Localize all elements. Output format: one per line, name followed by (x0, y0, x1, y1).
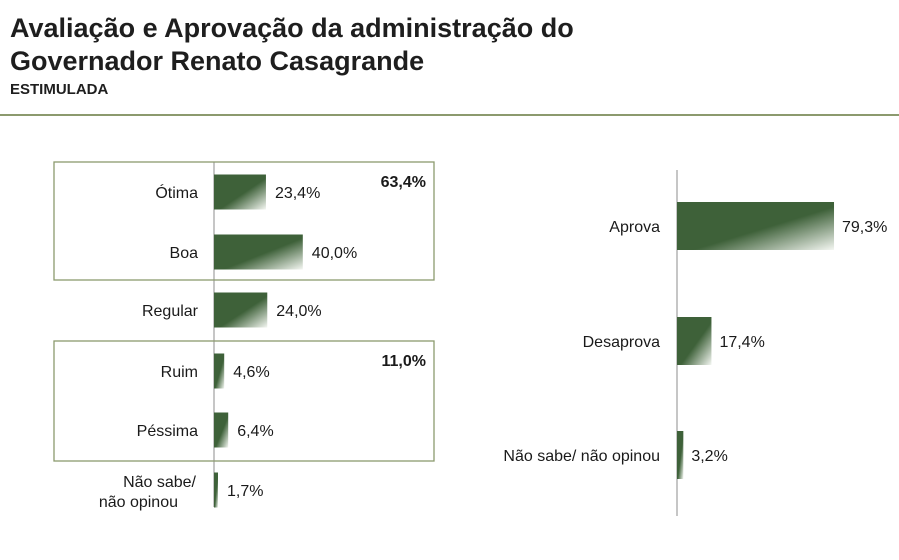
value-label-otima: 23,4% (275, 185, 320, 202)
header-divider (0, 114, 899, 116)
chart-title: Avaliação e Aprovação da administração d… (10, 12, 574, 78)
group-total-label-2: 11,0% (382, 353, 426, 370)
approval-bar-chart: Aprova 79,3% Desaprova 17,4% Não sabe/ não o… (503, 170, 887, 516)
approval-value-label-aprova: 79,3% (842, 219, 887, 236)
approval-category-label-desaprova: Desaprova (583, 334, 660, 351)
category-label-otima: Ótima (155, 183, 198, 202)
title-line-2: Governador Renato Casagrande (10, 46, 425, 76)
chart-subtitle: ESTIMULADA (10, 81, 109, 98)
approval-category-label-aprova: Aprova (609, 219, 660, 236)
evaluation-bar-chart: 63,4% 11,0% Ótima 23,4% Boa 40,0% Regular 24,0%… (53, 161, 435, 511)
approval-value-label-nao-sabe-nao-opinou: 3,2% (691, 448, 727, 465)
approval-category-label-nao-sabe-nao-opinou: Não sabe/ não opinou (503, 448, 660, 465)
bar-otima (214, 174, 266, 210)
bar-ruim (214, 353, 225, 389)
value-label-regular: 24,0% (276, 303, 321, 320)
approval-bar-desaprova (677, 317, 712, 365)
category-label-boa: Boa (170, 245, 199, 262)
approval-value-label-desaprova: 17,4% (719, 334, 764, 351)
approval-bar-nao-sabe-nao-opinou (677, 431, 684, 479)
category-label-ruim: Ruim (161, 364, 198, 381)
category-label-pessima: Péssima (137, 423, 198, 440)
bar-boa (214, 234, 303, 270)
value-label-nao-sabe-nao-opinou: 1,7% (227, 483, 263, 500)
bar-nao-sabe-nao-opinou (214, 472, 218, 508)
category-label-regular: Regular (142, 303, 199, 320)
approval-bar-aprova (677, 202, 835, 250)
bar-regular (214, 292, 268, 328)
value-label-boa: 40,0% (312, 245, 357, 262)
value-label-ruim: 4,6% (233, 364, 269, 381)
title-line-1: Avaliação e Aprovação da administração d… (10, 13, 574, 43)
bar-pessima (214, 412, 229, 448)
group-box-2 (53, 340, 435, 462)
group-total-label-1: 63,4% (381, 174, 426, 191)
value-label-pessima: 6,4% (237, 423, 273, 440)
category-label-nao-sabe-nao-opinou: Não sabe/não opinou (99, 474, 197, 511)
group-box-1 (53, 161, 435, 281)
